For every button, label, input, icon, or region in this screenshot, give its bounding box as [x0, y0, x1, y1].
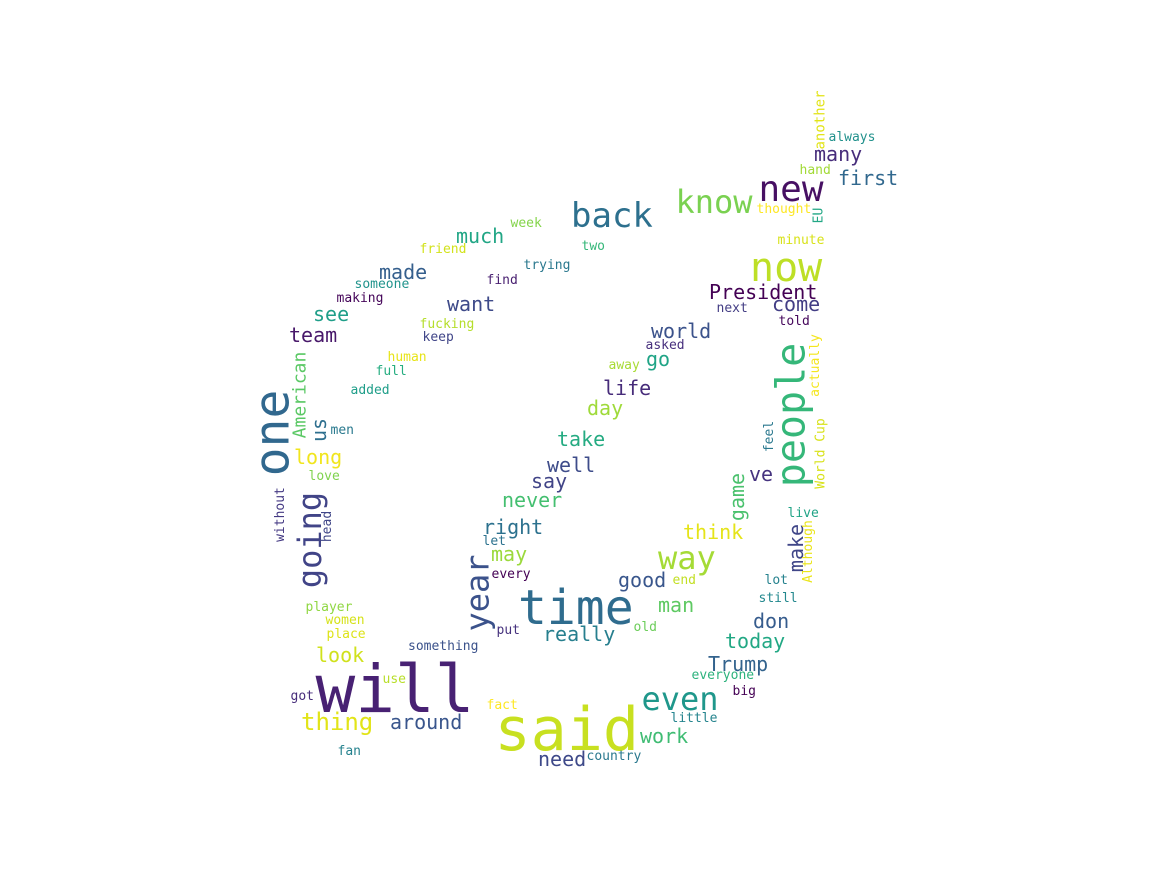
- cloud-word: everyone: [691, 667, 755, 683]
- cloud-word: find: [486, 272, 518, 288]
- cloud-word: hand: [799, 162, 831, 178]
- cloud-word: week: [510, 215, 542, 231]
- cloud-word: end: [672, 572, 696, 588]
- cloud-word: live: [787, 505, 819, 521]
- cloud-word: many: [814, 142, 863, 166]
- cloud-word: human: [387, 349, 427, 365]
- cloud-word: will: [315, 651, 475, 728]
- cloud-word: full: [375, 363, 407, 379]
- cloud-word: long: [294, 445, 343, 469]
- cloud-word: trying: [523, 257, 571, 273]
- cloud-word: go: [646, 347, 671, 371]
- cloud-word: big: [732, 683, 756, 699]
- cloud-word: use: [382, 671, 406, 687]
- cloud-word: say: [531, 469, 568, 493]
- cloud-word: right: [483, 515, 544, 539]
- cloud-word: us: [307, 417, 332, 443]
- cloud-word: always: [828, 129, 876, 145]
- cloud-word: away: [608, 357, 640, 373]
- cloud-word: actually: [807, 333, 823, 397]
- cloud-word: new: [758, 169, 824, 210]
- cloud-word: American: [288, 351, 310, 439]
- cloud-word: another: [812, 90, 829, 150]
- cloud-word: got: [290, 688, 314, 704]
- cloud-word: fact: [486, 697, 518, 713]
- cloud-word: place: [326, 626, 366, 642]
- cloud-word: way: [658, 539, 716, 577]
- cloud-word: never: [502, 488, 563, 512]
- cloud-word: EU: [811, 207, 827, 223]
- cloud-word: said: [494, 695, 640, 765]
- cloud-word: old: [633, 619, 657, 635]
- cloud-word: year: [458, 554, 497, 632]
- cloud-word: country: [586, 748, 642, 764]
- cloud-word: men: [330, 422, 354, 438]
- cloud-word: keep: [422, 329, 454, 345]
- cloud-word: still: [758, 590, 798, 606]
- cloud-word: back: [571, 196, 653, 236]
- cloud-word: fan: [337, 743, 361, 759]
- cloud-word: something: [408, 638, 479, 654]
- cloud-word: asked: [645, 337, 685, 353]
- cloud-word: really: [543, 622, 616, 646]
- cloud-word: love: [308, 468, 340, 484]
- cloud-word: two: [581, 238, 605, 254]
- cloud-word: next: [716, 300, 748, 316]
- cloud-word: made: [379, 260, 428, 284]
- cloud-word: without: [272, 486, 288, 542]
- cloud-word: President: [709, 280, 818, 304]
- cloud-word: team: [289, 323, 338, 347]
- cloud-word: much: [456, 224, 505, 248]
- cloud-word: time: [518, 580, 634, 636]
- cloud-word: thought: [756, 201, 812, 217]
- cloud-word: told: [778, 313, 810, 329]
- cloud-word: Trump: [708, 652, 769, 676]
- cloud-word: now: [750, 245, 823, 291]
- cloud-word: man: [658, 593, 695, 617]
- cloud-word: don: [753, 609, 790, 633]
- cloud-word: every: [491, 566, 531, 582]
- cloud-word: want: [447, 292, 496, 316]
- cloud-word: little: [670, 710, 718, 726]
- cloud-word: know: [675, 183, 753, 221]
- cloud-word: life: [603, 376, 652, 400]
- cloud-word: women: [325, 612, 365, 628]
- cloud-word: may: [491, 542, 528, 566]
- cloud-word: Although: [800, 519, 816, 583]
- cloud-word: day: [587, 396, 624, 420]
- cloud-word: around: [390, 710, 463, 734]
- cloud-word: take: [557, 427, 606, 451]
- cloud-word: world: [651, 319, 712, 343]
- cloud-word: making: [336, 290, 384, 306]
- cloud-word: lot: [764, 572, 788, 588]
- cloud-word: even: [641, 680, 719, 718]
- cloud-word: come: [772, 292, 821, 316]
- cloud-word: minute: [777, 232, 825, 248]
- cloud-word: friend: [419, 241, 467, 257]
- cloud-word: game: [725, 472, 750, 522]
- cloud-word: player: [305, 599, 353, 615]
- cloud-word: let: [482, 533, 506, 549]
- cloud-word: someone: [354, 276, 410, 292]
- cloud-word: look: [316, 643, 365, 667]
- cloud-word: ve: [749, 462, 774, 486]
- cloud-word: put: [496, 622, 520, 638]
- cloud-word: good: [618, 568, 667, 592]
- cloud-word: today: [725, 629, 786, 653]
- cloud-word: thing: [301, 708, 374, 736]
- cloud-word: see: [313, 302, 350, 326]
- cloud-word: added: [350, 382, 390, 398]
- cloud-word: World Cup: [813, 417, 829, 489]
- cloud-word: fucking: [419, 316, 475, 332]
- cloud-word: need: [538, 747, 587, 771]
- cloud-word: people: [767, 342, 814, 488]
- cloud-word: first: [838, 166, 899, 190]
- cloud-word: work: [640, 724, 689, 748]
- cloud-word: well: [547, 453, 596, 477]
- cloud-word: think: [683, 520, 744, 544]
- cloud-word: feel: [761, 420, 777, 452]
- cloud-word: head: [319, 510, 335, 542]
